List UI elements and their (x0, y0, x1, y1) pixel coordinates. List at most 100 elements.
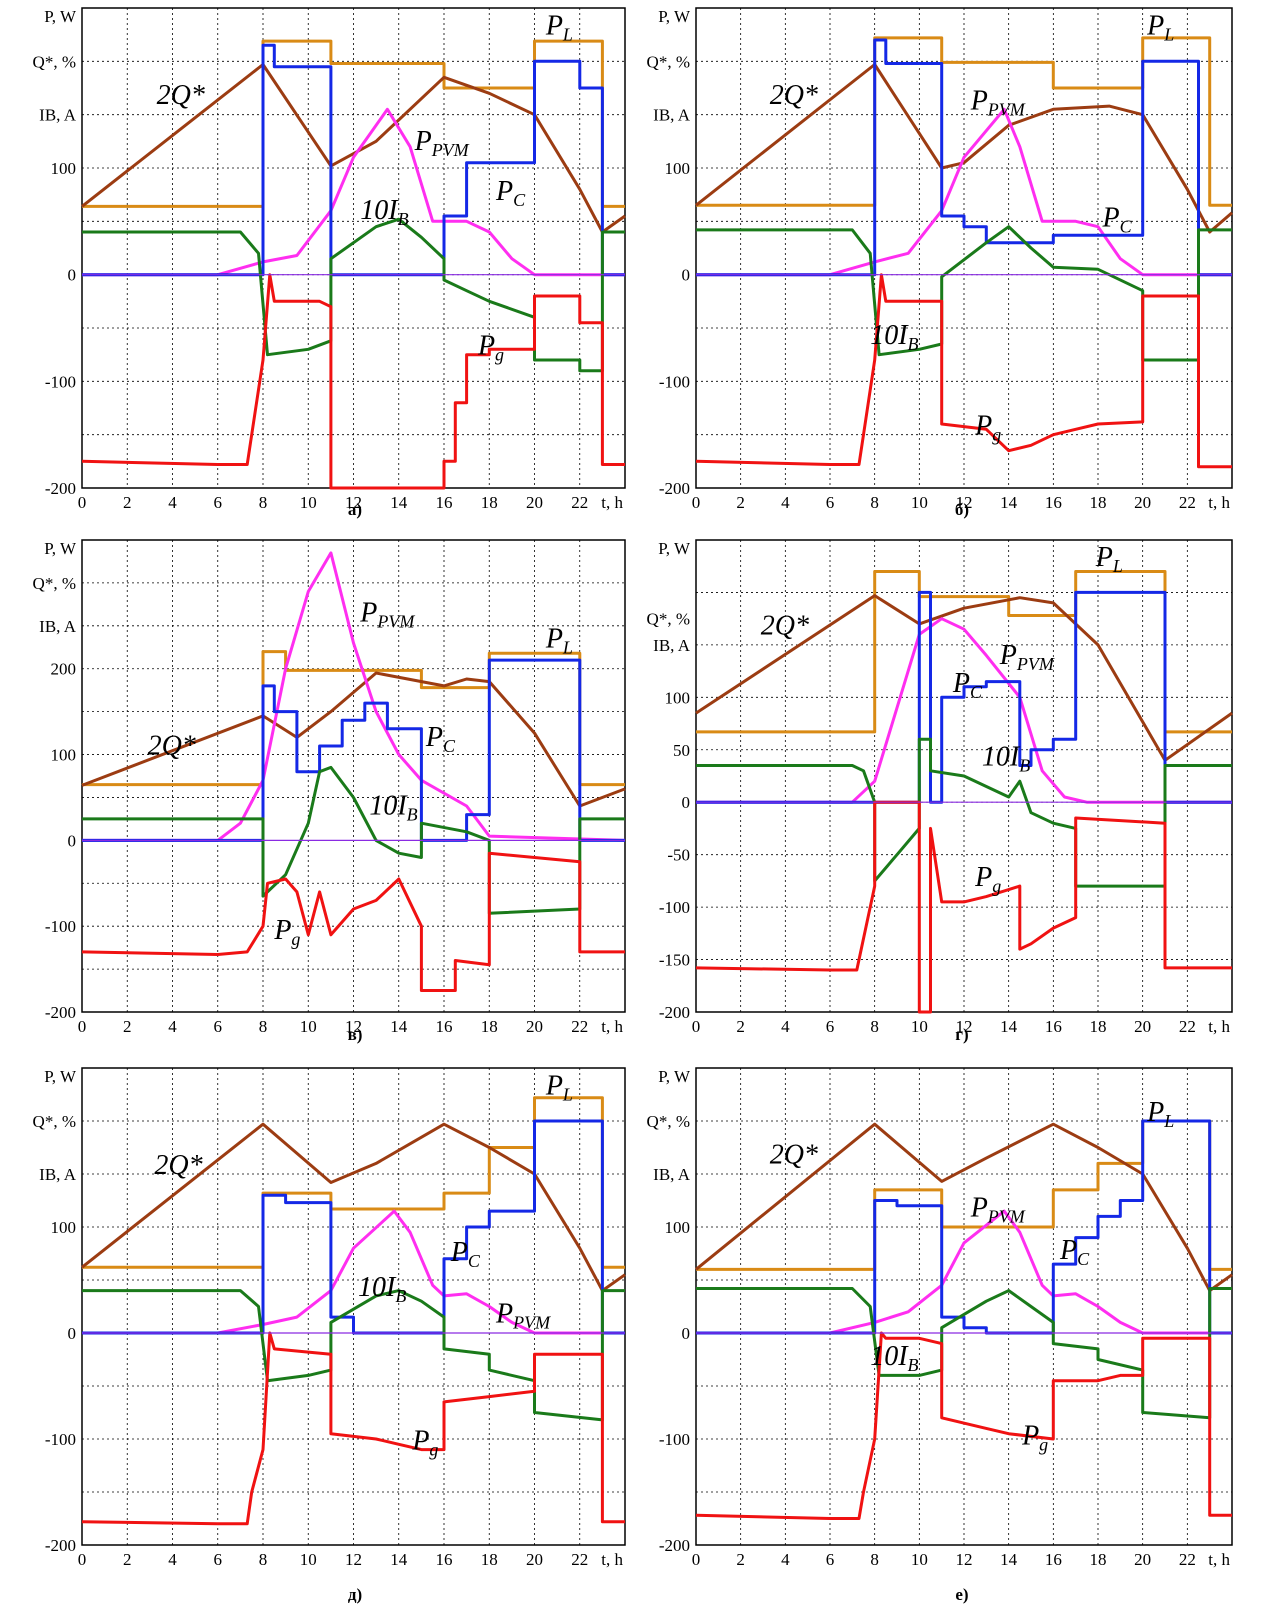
x-tick-label: 6 (214, 493, 223, 512)
grid (82, 1068, 625, 1545)
x-tick-label: 22 (571, 1017, 588, 1036)
series-annotation: PPVM (970, 85, 1026, 119)
x-tick-label: 8 (870, 1550, 879, 1569)
series-2Qstar (81, 1122, 626, 1293)
y-axis-label: P, W (44, 1067, 77, 1086)
x-tick-label: 16 (436, 1550, 453, 1569)
y-tick-label: -150 (659, 951, 690, 970)
series-P_g (81, 1331, 625, 1526)
y-axis-label: P, W (44, 7, 77, 26)
x-tick-label: 20 (526, 1017, 543, 1036)
series-annotation: 10IB (369, 791, 417, 825)
x-tick-label: 2 (123, 493, 132, 512)
x-tick-label: 14 (390, 493, 408, 512)
chart-panel-е: 0 2 4 6 8 10 12 14 16 18 20 22 t, h -200 -100 0 100 P, W Q… (647, 1067, 1233, 1604)
x-tick-label: 2 (736, 1017, 745, 1036)
series-annotation: PPVM (999, 640, 1055, 674)
y-axis-label: P, W (658, 7, 691, 26)
x-tick-label: 8 (259, 493, 268, 512)
plot-frame (695, 539, 1233, 1013)
series-annotation: PPVM (970, 1192, 1026, 1226)
series-2Qstar (81, 671, 626, 808)
x-axis-label: t, h (601, 1550, 623, 1569)
x-tick-label: 12 (345, 493, 362, 512)
x-tick-label: 10 (911, 1017, 928, 1036)
y-tick-label: 0 (682, 793, 691, 812)
x-tick-label: 18 (1090, 1017, 1107, 1036)
series-P_C (696, 590, 1232, 804)
series-annotation: 2Q* (157, 80, 205, 111)
x-tick-label: 14 (1000, 1550, 1018, 1569)
x-tick-label: 6 (826, 493, 835, 512)
series-annotation: PL (1095, 542, 1123, 576)
x-tick-label: 4 (781, 1550, 790, 1569)
y-axis-label: P, W (658, 1067, 691, 1086)
series-annotation: Pg (974, 862, 1001, 896)
x-tick-label: 2 (736, 1550, 745, 1569)
series-P_g (695, 273, 1232, 469)
x-tick-label: 14 (390, 1550, 408, 1569)
x-tick-label: 8 (259, 1017, 268, 1036)
series-P_PVM (82, 107, 625, 277)
y-axis-label: Q*, % (647, 1112, 690, 1131)
y-axis-label: Q*, % (33, 574, 76, 593)
series-2Qstar (81, 63, 626, 234)
grid (82, 540, 625, 1012)
series-annotation: PPVM (359, 598, 415, 632)
x-tick-label: 16 (1045, 1017, 1062, 1036)
chart-panel-г: 0 2 4 6 8 10 12 14 16 18 20 22 t, h -200 -150 -100 -50 0 5… (647, 539, 1233, 1044)
y-tick-label: -200 (659, 1003, 690, 1022)
series-annotation: PL (545, 1071, 573, 1105)
series-annotation: Pg (273, 915, 300, 949)
x-axis-label: t, h (601, 493, 623, 512)
series-annotation: 2Q* (154, 1150, 202, 1181)
y-tick-label: 0 (682, 266, 691, 285)
panel-label: б) (955, 500, 969, 519)
series-annotation: 10IB (870, 320, 918, 354)
series-annotation: 2Q* (770, 80, 818, 111)
chart-panel-в: 0 2 4 6 8 10 12 14 16 18 20 22 t, h -200 -100 0 100 200 P,… (33, 539, 626, 1044)
series-annotation: PC (1101, 203, 1132, 237)
series-P_g (81, 273, 625, 490)
series-P_PVM (696, 1209, 1232, 1335)
x-tick-label: 6 (826, 1550, 835, 1569)
y-tick-label: 0 (682, 1324, 691, 1343)
series-P_PVM (696, 617, 1232, 804)
series-annotation: Pg (974, 411, 1001, 445)
y-axis-label: IB, A (653, 1165, 691, 1184)
series-annotation: 10IB (870, 1341, 918, 1375)
x-tick-label: 22 (1179, 493, 1196, 512)
series-annotation: 2Q* (761, 610, 809, 641)
x-tick-label: 6 (214, 1550, 223, 1569)
y-tick-label: 100 (665, 159, 691, 178)
series-10I_B (82, 765, 625, 915)
y-tick-label: -200 (45, 479, 76, 498)
x-tick-label: 12 (956, 493, 973, 512)
y-axis-label: IB, A (39, 106, 77, 125)
y-axis-label: IB, A (39, 617, 77, 636)
y-tick-label: 100 (665, 1218, 691, 1237)
x-tick-label: 16 (1045, 1550, 1062, 1569)
x-tick-label: 16 (436, 1017, 453, 1036)
x-tick-label: 22 (1179, 1017, 1196, 1036)
series-annotation: PPVM (414, 126, 470, 160)
series-P_L (82, 650, 625, 787)
series-annotation: PL (1146, 11, 1174, 45)
x-tick-label: 22 (571, 493, 588, 512)
x-tick-label: 12 (956, 1017, 973, 1036)
x-tick-label: 10 (300, 1017, 317, 1036)
series-2Qstar (695, 594, 1233, 762)
x-tick-label: 10 (300, 493, 317, 512)
series-P_C (696, 1119, 1232, 1335)
x-tick-label: 0 (692, 1017, 701, 1036)
x-tick-label: 18 (1090, 1550, 1107, 1569)
x-tick-label: 4 (168, 1017, 177, 1036)
panel-label: а) (348, 500, 362, 519)
series-P_C (82, 43, 625, 277)
series-annotation: PC (495, 176, 526, 210)
series-2Qstar (695, 63, 1233, 234)
x-tick-label: 16 (1045, 493, 1062, 512)
series-annotation: PPVM (495, 1298, 551, 1332)
x-tick-label: 4 (781, 493, 790, 512)
